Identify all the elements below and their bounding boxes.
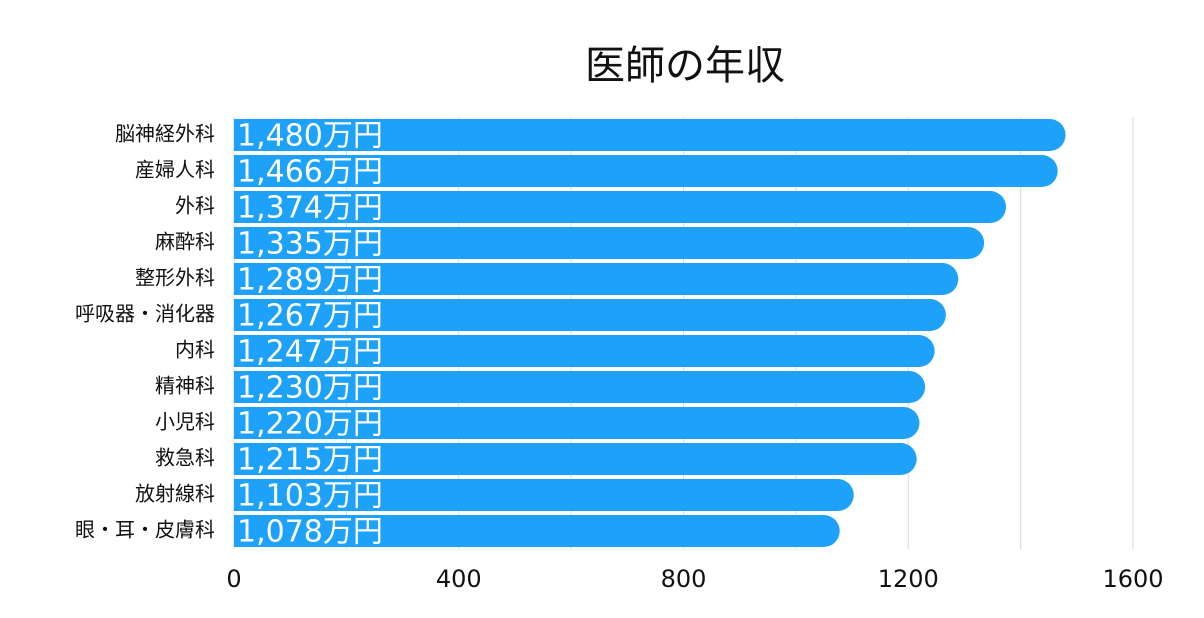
- bar: [234, 515, 840, 547]
- bar: [234, 407, 920, 439]
- y-tick-label: 脳神経外科: [115, 122, 215, 146]
- y-tick-label: 眼・耳・皮膚科: [75, 518, 215, 542]
- value-label: 1,289万円: [237, 263, 383, 298]
- bar: [234, 479, 854, 511]
- bar: [234, 263, 959, 295]
- value-label: 1,215万円: [237, 443, 383, 478]
- chart-title: 医師の年収: [585, 43, 785, 89]
- y-tick-label: 産婦人科: [135, 158, 215, 182]
- bar: [234, 191, 1007, 223]
- y-tick-label: 小児科: [155, 410, 215, 434]
- value-label: 1,220万円: [237, 407, 383, 442]
- bar: [234, 371, 926, 403]
- value-label: 1,374万円: [237, 191, 383, 226]
- bar: [234, 155, 1058, 187]
- bar: [234, 299, 946, 331]
- value-label: 1,267万円: [237, 299, 383, 334]
- bar: [234, 443, 917, 475]
- value-label: 1,230万円: [237, 371, 383, 406]
- value-label: 1,335万円: [237, 227, 383, 262]
- x-tick-label: 1200: [878, 565, 939, 593]
- y-tick-label: 救急科: [155, 446, 215, 470]
- value-label: 1,078万円: [237, 515, 383, 550]
- bar: [234, 119, 1066, 151]
- x-tick-label: 0: [226, 565, 241, 593]
- value-label: 1,480万円: [237, 119, 383, 154]
- bar: [234, 335, 935, 367]
- y-tick-label: 麻酔科: [155, 230, 215, 254]
- value-label: 1,466万円: [237, 155, 383, 190]
- value-label: 1,103万円: [237, 479, 383, 514]
- y-tick-label: 呼吸器・消化器: [75, 302, 215, 326]
- x-tick-label: 1600: [1102, 565, 1163, 593]
- x-tick-label: 400: [436, 565, 482, 593]
- y-tick-label: 精神科: [155, 374, 215, 398]
- bar: [234, 227, 985, 259]
- y-tick-label: 外科: [175, 194, 215, 218]
- y-tick-label: 整形外科: [135, 266, 215, 290]
- y-tick-label: 放射線科: [135, 482, 215, 506]
- y-tick-label: 内科: [175, 338, 215, 362]
- x-tick-label: 800: [661, 565, 707, 593]
- value-label: 1,247万円: [237, 335, 383, 370]
